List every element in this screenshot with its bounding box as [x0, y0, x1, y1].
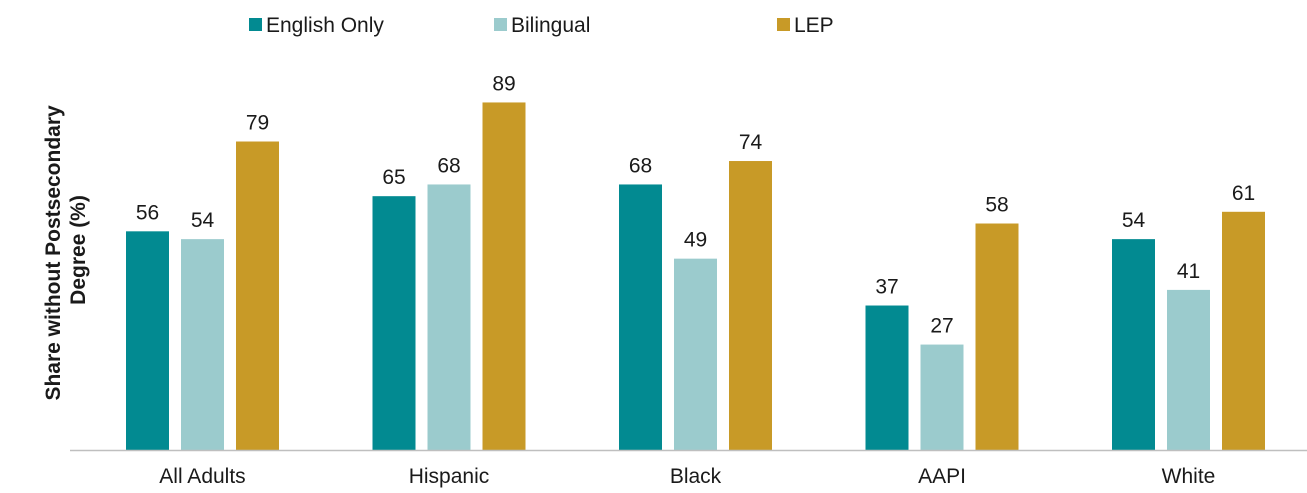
- bar-hispanic-english-only: [372, 196, 416, 450]
- legend-swatch-bilingual: [494, 18, 507, 31]
- bar-white-bilingual: [1167, 289, 1210, 450]
- data-label-aapi-english-only: 37: [875, 276, 898, 299]
- x-tick-label-hispanic: Hispanic: [409, 465, 490, 488]
- data-label-hispanic-english-only: 65: [382, 166, 405, 189]
- bars-layer: [126, 102, 1265, 450]
- legend-label-bilingual: Bilingual: [511, 14, 590, 37]
- legend-item-english-only: English Only: [249, 14, 384, 37]
- y-axis-title: Share without Postsecondary Degree (%): [42, 99, 90, 400]
- bar-all-adults-bilingual: [181, 239, 224, 450]
- bar-aapi-english-only: [865, 305, 909, 450]
- data-label-white-bilingual: 41: [1177, 260, 1200, 283]
- data-label-aapi-bilingual: 27: [930, 315, 953, 338]
- x-tick-label-all-adults: All Adults: [159, 465, 245, 488]
- x-tick-labels: All Adults Hispanic Black AAPI White: [159, 465, 1215, 488]
- bar-hispanic-lep: [482, 102, 526, 450]
- bar-black-english-only: [619, 184, 662, 450]
- legend-item-bilingual: Bilingual: [494, 14, 590, 37]
- legend-item-lep: LEP: [777, 14, 834, 37]
- bar-black-lep: [729, 161, 772, 450]
- legend-label-english-only: English Only: [266, 14, 384, 37]
- bar-all-adults-lep: [236, 141, 279, 450]
- legend-label-lep: LEP: [794, 14, 834, 37]
- bar-white-lep: [1222, 211, 1265, 450]
- bar-all-adults-english-only: [126, 231, 169, 450]
- legend: English Only Bilingual LEP: [249, 14, 834, 37]
- data-label-black-bilingual: 49: [684, 229, 707, 252]
- bar-hispanic-bilingual: [427, 184, 471, 450]
- data-label-black-english-only: 68: [629, 154, 652, 177]
- data-label-all-adults-lep: 79: [246, 112, 269, 135]
- bar-aapi-bilingual: [920, 344, 964, 450]
- data-label-aapi-lep: 58: [985, 194, 1008, 217]
- data-label-hispanic-bilingual: 68: [437, 154, 460, 177]
- x-tick-label-white: White: [1162, 465, 1216, 488]
- y-axis-title-line-2: Degree (%): [67, 195, 90, 305]
- data-label-all-adults-bilingual: 54: [191, 209, 215, 232]
- bar-black-bilingual: [674, 258, 717, 450]
- data-label-black-lep: 74: [739, 131, 763, 154]
- x-tick-label-aapi: AAPI: [918, 465, 966, 488]
- data-label-all-adults-english-only: 56: [136, 201, 159, 224]
- legend-swatch-english-only: [249, 18, 262, 31]
- data-label-hispanic-lep: 89: [492, 72, 515, 95]
- data-label-white-english-only: 54: [1122, 209, 1146, 232]
- bar-white-english-only: [1112, 239, 1155, 450]
- y-axis-title-line-1: Share without Postsecondary: [42, 105, 65, 401]
- data-labels-layer: 56 54 79 65 68 89 68 49 74 37 27 58 54 41 61: [136, 72, 1255, 337]
- data-label-white-lep: 61: [1232, 182, 1255, 205]
- bar-aapi-lep: [975, 223, 1019, 450]
- legend-swatch-lep: [777, 18, 790, 31]
- x-tick-label-black: Black: [670, 465, 722, 488]
